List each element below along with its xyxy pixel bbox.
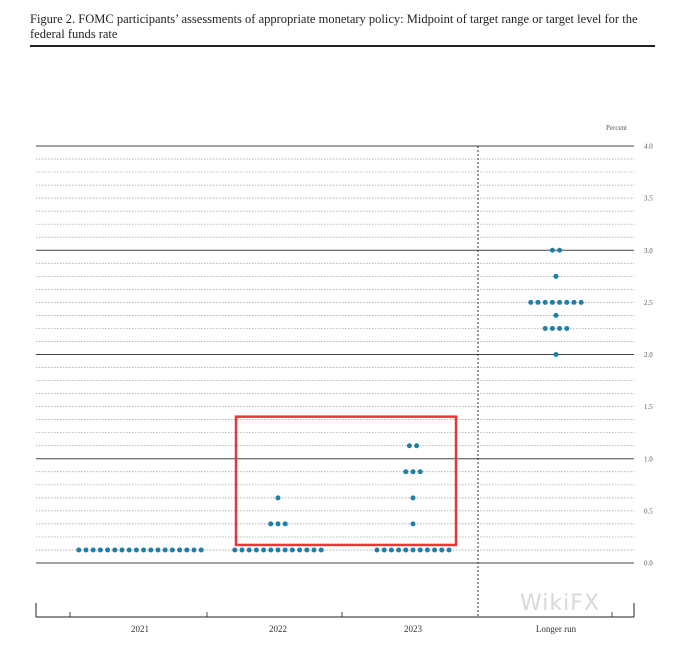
dot <box>162 547 168 553</box>
dot <box>381 547 387 553</box>
dot <box>133 547 139 553</box>
dot <box>528 299 534 305</box>
dot <box>268 521 274 527</box>
dot <box>83 547 89 553</box>
dot <box>253 547 259 553</box>
x-axis: 2021 2022 2023 Longer run <box>35 146 635 634</box>
dot <box>141 547 147 553</box>
y-tick-label: 1.0 <box>644 455 653 463</box>
dot <box>297 547 303 553</box>
dot <box>76 547 82 553</box>
dot <box>553 352 559 357</box>
dot <box>268 547 274 553</box>
dot <box>410 547 416 553</box>
dot <box>184 547 190 553</box>
watermark-text: WikiFX <box>520 591 600 616</box>
dot <box>542 299 548 305</box>
y-tick-label: 3.5 <box>644 195 653 203</box>
dot <box>275 521 281 527</box>
dot <box>191 547 197 553</box>
dot <box>403 547 409 553</box>
dot <box>232 547 238 553</box>
dot <box>542 325 548 331</box>
dot <box>261 547 267 553</box>
dots <box>76 247 584 553</box>
y-tick-label: 3.0 <box>644 247 653 255</box>
dot <box>410 495 416 501</box>
dot <box>553 312 559 318</box>
dot <box>553 273 559 279</box>
dot <box>112 547 118 553</box>
dot <box>169 547 175 553</box>
dot <box>282 521 288 527</box>
y-tick-label: 2.5 <box>644 299 653 307</box>
y-tick-label: 0.0 <box>644 560 653 568</box>
dot <box>198 547 204 553</box>
dot <box>564 299 570 305</box>
y-tick-labels: 4.0 3.5 3.0 2.5 2.0 1.5 1.0 0.5 0.0 <box>644 143 653 568</box>
dot <box>275 495 281 501</box>
dot <box>406 443 412 449</box>
dot <box>177 547 183 553</box>
dot <box>148 547 154 553</box>
dot <box>557 247 563 253</box>
dot <box>318 547 324 553</box>
y-tick-label: 0.5 <box>644 507 653 515</box>
x-category-label: 2023 <box>404 624 423 634</box>
dot <box>105 547 111 553</box>
dot <box>410 469 416 475</box>
dot <box>403 469 409 475</box>
grid-lines <box>36 145 634 564</box>
dot <box>97 547 103 553</box>
dot <box>414 443 420 449</box>
dot <box>289 547 295 553</box>
dot <box>126 547 132 553</box>
dot <box>417 469 423 475</box>
y-tick-label: 4.0 <box>644 143 653 151</box>
dot <box>374 547 380 553</box>
caption-rule <box>30 45 655 47</box>
dot <box>571 299 577 305</box>
x-category-label: 2022 <box>269 624 287 634</box>
dot <box>557 299 563 305</box>
dot <box>304 547 310 553</box>
dot <box>275 547 281 553</box>
dot <box>549 299 555 305</box>
figure-caption: Figure 2. FOMC participants’ assessments… <box>30 12 638 41</box>
dot <box>549 247 555 253</box>
dot <box>446 547 452 553</box>
dot <box>246 547 252 553</box>
dot <box>239 547 245 553</box>
dot <box>396 547 402 553</box>
y-tick-label: 2.0 <box>644 351 653 359</box>
x-category-label: 2021 <box>131 624 149 634</box>
dot <box>432 547 438 553</box>
dot <box>557 325 563 331</box>
dot <box>119 547 125 553</box>
dot <box>388 547 394 553</box>
dot <box>564 325 570 331</box>
dot <box>439 547 445 553</box>
dot <box>282 547 288 553</box>
dot <box>424 547 430 553</box>
dot <box>549 325 555 331</box>
y-tick-label: 1.5 <box>644 403 653 411</box>
dot <box>417 547 423 553</box>
dot <box>410 521 416 527</box>
highlight-box <box>234 415 458 547</box>
dot <box>90 547 96 553</box>
dot <box>535 299 541 305</box>
dot <box>311 547 317 553</box>
y-axis-label: Percent <box>606 124 627 132</box>
dot <box>578 299 584 305</box>
dot <box>155 547 161 553</box>
x-category-label: Longer run <box>536 624 577 634</box>
